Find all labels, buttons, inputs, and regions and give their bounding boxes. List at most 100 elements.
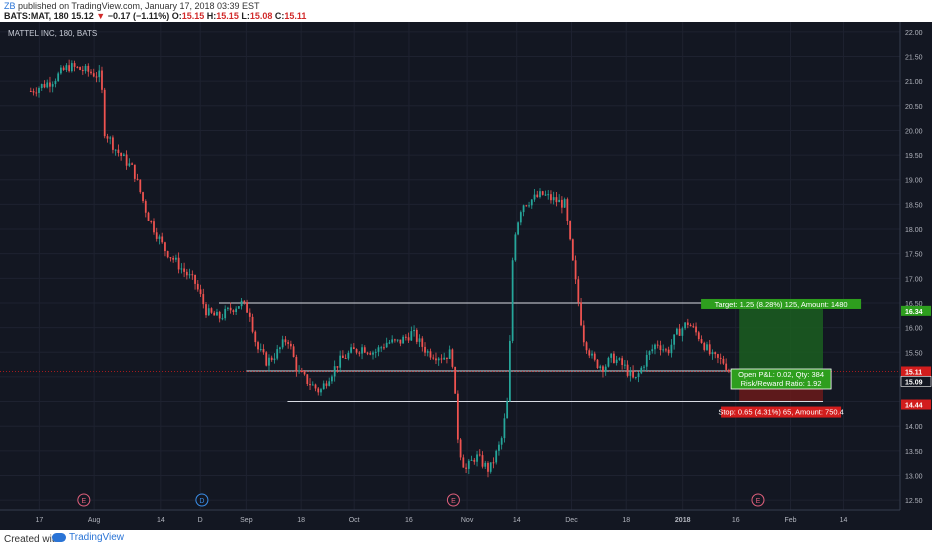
candle-body <box>372 352 374 355</box>
candle-body <box>218 311 221 319</box>
time-tick-label: 14 <box>513 517 521 524</box>
candle-body <box>686 322 689 325</box>
chart-area[interactable]: Target: 1.25 (8.28%) 125, Amount: 1480 Op… <box>0 22 932 530</box>
candle-body <box>221 318 224 320</box>
candle-body <box>470 459 473 461</box>
last-price: 15.12 <box>71 11 94 21</box>
candle-body <box>582 325 585 343</box>
candle-body <box>569 221 572 240</box>
candle-body <box>35 92 38 94</box>
chart-background <box>0 22 932 530</box>
candle-body <box>136 178 139 180</box>
candle-body <box>191 274 194 276</box>
candle-body <box>388 342 391 344</box>
time-tick-label: 14 <box>840 517 848 524</box>
target-label: Target: 1.25 (8.28%) 125, Amount: 1480 <box>715 300 848 309</box>
candle-body <box>355 349 358 353</box>
author-link[interactable]: ZB <box>4 1 16 11</box>
price-chart[interactable]: Target: 1.25 (8.28%) 125, Amount: 1480 Op… <box>0 22 932 530</box>
tradingview-logo[interactable]: TradingView <box>52 532 124 543</box>
candle-body <box>51 84 54 87</box>
candle-body <box>519 212 522 223</box>
candle-body <box>448 349 451 359</box>
candle-body <box>295 356 298 372</box>
candle-body <box>659 345 662 351</box>
candle-body <box>122 154 125 157</box>
candle-body <box>350 347 352 353</box>
time-tick-label: 16 <box>732 517 740 524</box>
candle-body <box>437 358 440 361</box>
candle-body <box>525 205 528 207</box>
price-tick-label: 13.00 <box>905 473 923 480</box>
candle-body <box>194 274 196 284</box>
price-axis[interactable] <box>900 22 932 530</box>
candle-body <box>728 369 730 372</box>
candle-body <box>667 349 670 354</box>
candle-body <box>54 80 57 85</box>
candle-body <box>79 67 81 70</box>
candle-body <box>415 329 418 342</box>
candle-body <box>588 350 591 356</box>
candle-body <box>596 359 599 369</box>
rr-label: Risk/Reward Ratio: 1.92 <box>741 379 822 388</box>
price-tick-label: 18.00 <box>905 227 923 234</box>
candle-body <box>623 364 626 366</box>
candle-body <box>634 376 637 378</box>
candle-body <box>306 374 309 384</box>
price-tags: 16.34 15.11 15.09 14.44 <box>900 305 932 410</box>
candle-body <box>76 66 79 68</box>
price-tick-label: 16.50 <box>905 301 923 308</box>
time-tick-label: Dec <box>565 517 578 524</box>
candle-body <box>164 242 166 252</box>
down-arrow-icon: ▼ <box>96 11 106 21</box>
candle-body <box>580 302 582 326</box>
candle-body <box>648 351 651 355</box>
candle-body <box>462 457 465 468</box>
event-marker-circle <box>195 493 209 507</box>
candle-body <box>399 339 402 344</box>
candle-body <box>602 366 604 372</box>
candle-body <box>339 355 342 368</box>
candle-body <box>654 344 656 350</box>
candle-body <box>454 366 457 394</box>
candle-body <box>257 342 259 350</box>
quote-line: BATS:MAT, 180 15.12 ▼ −0.17 (−1.11%) O:1… <box>4 11 306 21</box>
candle-body <box>328 381 331 386</box>
candle-body <box>103 89 106 137</box>
candle-body <box>32 91 35 93</box>
price-tag-box <box>901 366 931 377</box>
candle-body <box>678 328 681 336</box>
candle-body <box>161 236 164 243</box>
high-label: H: <box>206 11 217 21</box>
candle-body <box>626 364 629 376</box>
candle-body <box>120 153 123 157</box>
time-axis-labels[interactable]: 17 Aug 14 D Sep 18 Oct 16 Nov 14 Dec 18 2018 16 Feb 14 <box>35 517 847 524</box>
candle-body <box>361 347 363 354</box>
event-marker-label: E <box>451 498 456 505</box>
candle-body <box>692 326 695 328</box>
candle-body <box>106 136 109 139</box>
candle-body <box>421 338 424 347</box>
low-value: 15.08 <box>249 11 273 21</box>
candle-body <box>432 357 435 359</box>
time-tick-label: 18 <box>622 517 630 524</box>
candle-body <box>279 347 281 350</box>
candle-body <box>514 234 517 261</box>
candle-body <box>618 358 621 360</box>
candle-body <box>363 347 366 353</box>
candle-body <box>227 307 229 309</box>
candle-body <box>142 192 144 202</box>
candle-body <box>615 359 618 363</box>
candle-body <box>621 358 624 365</box>
candle-body <box>344 357 347 359</box>
candle-body <box>675 328 678 335</box>
candle-body <box>558 199 561 203</box>
candle-body <box>533 194 536 200</box>
time-tick-label: Aug <box>88 517 101 524</box>
candle-body <box>492 462 495 464</box>
candle-body <box>566 199 569 222</box>
candle-body <box>38 88 40 93</box>
price-tag-box <box>901 399 931 410</box>
candle-body <box>320 389 322 393</box>
candle-body <box>147 212 150 221</box>
